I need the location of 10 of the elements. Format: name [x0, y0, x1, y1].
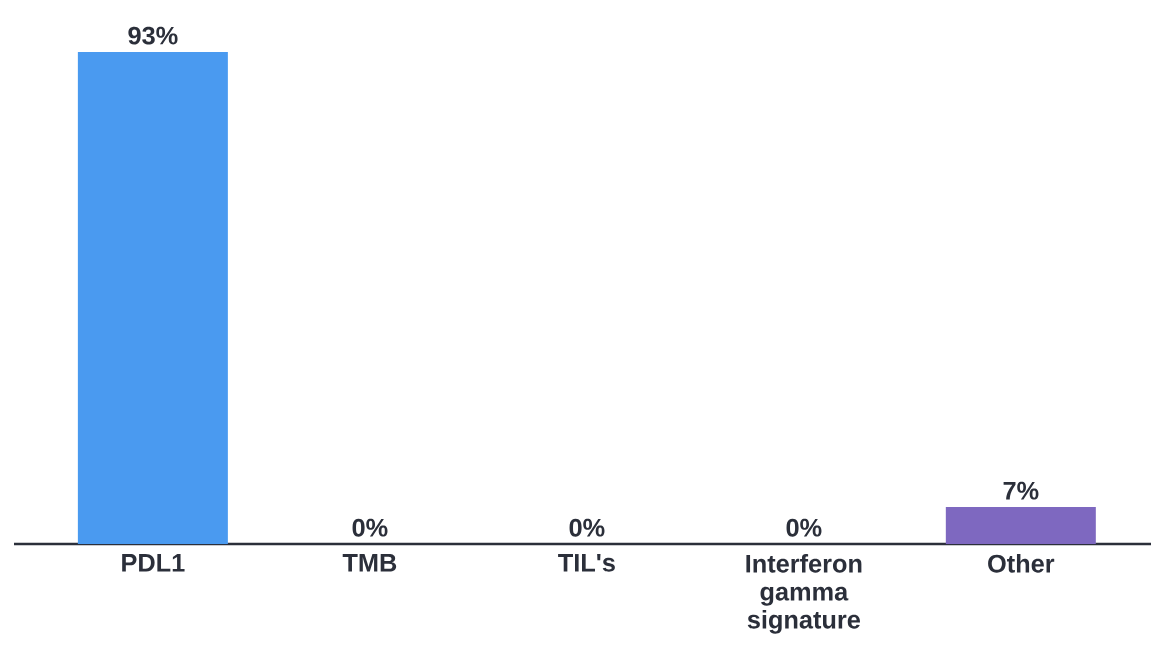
data-label: 93% [128, 26, 178, 45]
data-label: 7% [1003, 481, 1039, 500]
x-tick-label: TIL's [558, 554, 615, 572]
x-tick-label: PDL1 [122, 554, 185, 572]
data-label: 0% [569, 518, 605, 537]
data-label: 0% [786, 518, 822, 537]
x-tick-label: TMB [342, 554, 397, 572]
x-tick-label: Other [988, 554, 1055, 573]
x-tick-label: Interferon gamma signature [746, 554, 862, 634]
data-label: 0% [352, 518, 388, 537]
